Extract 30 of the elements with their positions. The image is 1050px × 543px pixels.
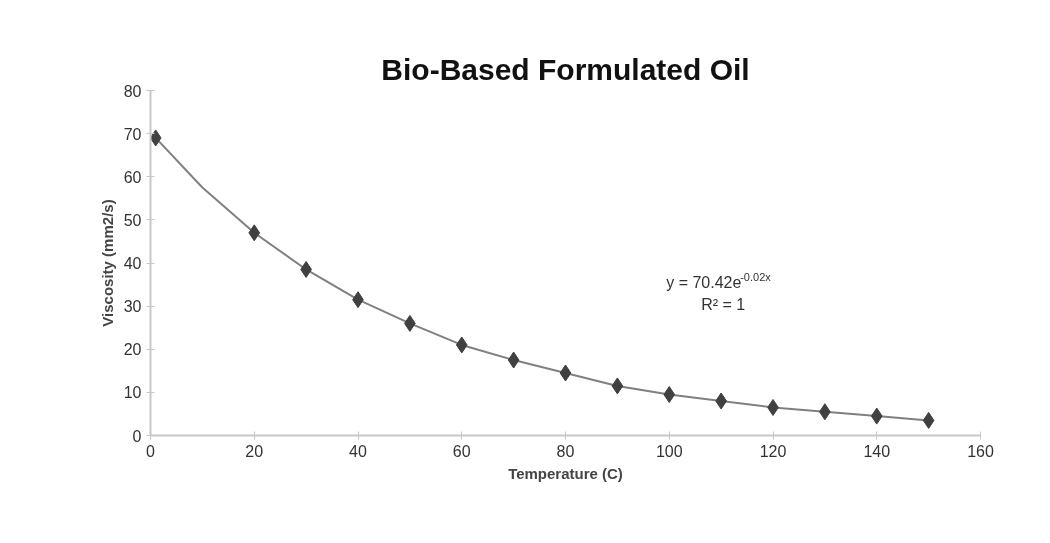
chart-title: Bio-Based Formulated Oil — [381, 52, 750, 86]
y-tick-label: 0 — [132, 427, 142, 445]
y-tick-label: 50 — [123, 211, 142, 229]
x-tick-label: 140 — [863, 442, 891, 460]
y-axis-title: Viscosity (mm2/s) — [98, 199, 116, 327]
y-tick-label: 20 — [123, 341, 142, 359]
x-axis-title: Temperature (C) — [508, 464, 623, 482]
x-tick-label: 0 — [146, 442, 156, 460]
x-tick-label: 20 — [245, 442, 264, 460]
point — [507, 351, 520, 369]
x-tick-label: 80 — [556, 442, 575, 460]
point — [663, 386, 676, 404]
x-tick-label: 60 — [452, 442, 471, 460]
y-tick-label: 30 — [123, 298, 142, 316]
point — [248, 224, 261, 242]
y-tick-label: 10 — [123, 384, 142, 402]
point — [870, 407, 883, 425]
x-tick-label: 100 — [655, 442, 683, 460]
y-tick-label: 70 — [123, 125, 142, 143]
point — [559, 364, 572, 382]
y-tick-label: 60 — [123, 168, 142, 186]
point — [611, 377, 624, 395]
x-tick-label: 40 — [349, 442, 367, 460]
annotation: R² = 1 — [701, 296, 746, 314]
x-tick-label: 120 — [759, 442, 787, 460]
x-tick-label: 160 — [967, 442, 994, 460]
point — [922, 411, 935, 429]
y-tick-label: 40 — [123, 255, 142, 272]
point — [455, 336, 468, 354]
y-tick-label: 80 — [123, 82, 142, 100]
